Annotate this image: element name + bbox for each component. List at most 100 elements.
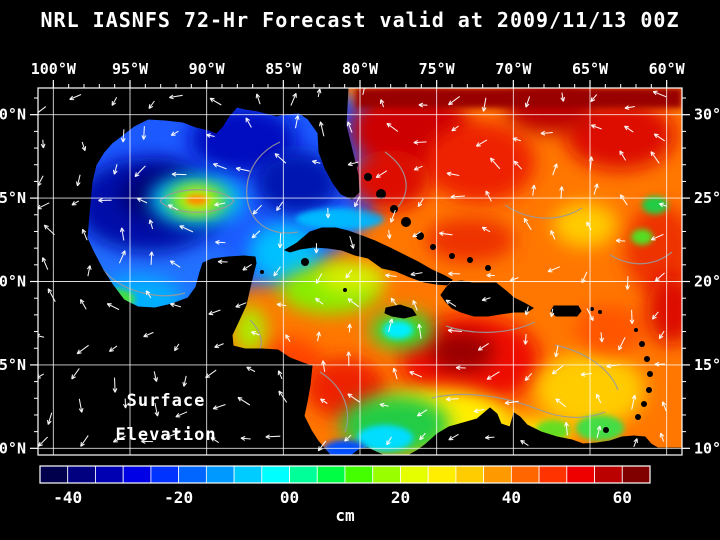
current-vector — [208, 309, 221, 316]
island — [639, 341, 645, 347]
lat-tick-label-left: 15°N — [0, 356, 26, 374]
contour-line — [445, 321, 536, 333]
landmass — [283, 227, 453, 286]
current-vector — [80, 435, 89, 447]
landmass — [384, 304, 417, 319]
current-vector — [619, 194, 628, 206]
axis-labels: 100°W 95°W 90°W 85°W 80°W 75°W 70°W 65°W 60°W 30°… — [0, 60, 720, 457]
colorbar-tick-label: -20 — [164, 488, 193, 507]
current-vector — [410, 271, 423, 277]
current-vector — [659, 432, 665, 442]
current-vector — [599, 332, 604, 343]
current-vector — [590, 124, 602, 130]
island — [364, 173, 372, 181]
current-vector — [75, 174, 81, 187]
colorbar-segment — [566, 465, 595, 484]
colorbar-unit-label: cm — [335, 506, 355, 525]
lat-tick-label-left: 30°N — [0, 106, 26, 124]
current-vector — [154, 402, 160, 417]
current-vector — [531, 184, 537, 196]
current-vector — [148, 219, 154, 230]
current-vector — [629, 309, 635, 325]
ssh-blob — [625, 205, 682, 295]
colorbar-segment — [483, 465, 512, 484]
current-vector — [354, 196, 360, 208]
current-vector — [277, 233, 283, 249]
island — [343, 288, 347, 292]
current-vector — [347, 323, 352, 333]
current-vector — [38, 436, 48, 447]
ssh-blob — [323, 440, 367, 455]
current-vector — [41, 257, 49, 270]
current-vector — [481, 226, 491, 233]
current-vector — [475, 139, 488, 147]
annotation-elevation: Elevation — [115, 425, 216, 445]
current-vector — [245, 117, 252, 128]
island — [518, 426, 522, 430]
current-vector — [316, 331, 321, 342]
current-vector — [547, 266, 561, 273]
current-vector — [593, 183, 599, 195]
current-vector — [119, 227, 125, 241]
current-vector — [559, 186, 564, 199]
colorbar-segment — [316, 465, 346, 484]
current-vector — [47, 288, 56, 302]
colorbar-segment — [427, 465, 457, 484]
current-vector — [560, 92, 566, 102]
current-vector — [274, 153, 287, 164]
island — [401, 217, 411, 227]
colorbar-segment — [621, 465, 651, 484]
island — [506, 428, 510, 432]
current-vector — [46, 412, 53, 425]
ssh-blob — [647, 275, 682, 345]
lon-tick-label: 95°W — [112, 60, 149, 78]
current-vector — [81, 141, 87, 152]
colorbar-segment — [67, 465, 96, 484]
current-vector — [347, 161, 359, 167]
island — [634, 328, 638, 332]
current-vector — [412, 231, 421, 238]
lat-tick-label-left: 10°N — [0, 439, 26, 457]
island — [376, 189, 386, 199]
lon-tick-label: 100°W — [31, 60, 77, 78]
colorbar-tick-label: 40 — [502, 488, 521, 507]
current-vector — [278, 390, 288, 403]
current-vector — [549, 308, 555, 318]
current-vector — [182, 375, 188, 387]
island — [260, 270, 264, 274]
current-vector — [445, 396, 459, 402]
current-vector — [661, 401, 667, 412]
current-vector — [413, 139, 427, 145]
current-vector — [446, 171, 460, 177]
current-vector — [596, 425, 602, 438]
current-vector — [451, 125, 459, 132]
ssh-blob — [234, 306, 266, 354]
colorbar-tick-label: 20 — [391, 488, 410, 507]
island — [647, 371, 653, 377]
current-vector — [540, 130, 553, 136]
current-vector — [448, 271, 461, 277]
current-vector — [148, 100, 155, 110]
current-vector — [409, 371, 423, 378]
lat-tick-label-right: 25°N — [694, 189, 720, 207]
island — [635, 414, 641, 420]
annotation-surface: Surface — [127, 391, 206, 411]
current-vector — [417, 323, 422, 339]
current-vector — [418, 102, 428, 108]
current-vector — [386, 122, 399, 132]
current-vector — [347, 393, 361, 403]
current-vector — [564, 421, 569, 436]
current-vector — [658, 330, 665, 340]
current-vector — [215, 239, 226, 245]
colorbar-segment — [594, 465, 623, 484]
current-vector — [650, 151, 660, 164]
ssh-blob — [186, 195, 208, 205]
current-vector — [618, 337, 626, 351]
current-vector — [276, 302, 287, 308]
current-vector — [473, 408, 485, 414]
current-vector — [524, 373, 533, 381]
current-vector — [347, 298, 360, 308]
axis-ticks — [30, 80, 690, 449]
current-vector — [486, 371, 500, 380]
landmass — [550, 305, 582, 317]
